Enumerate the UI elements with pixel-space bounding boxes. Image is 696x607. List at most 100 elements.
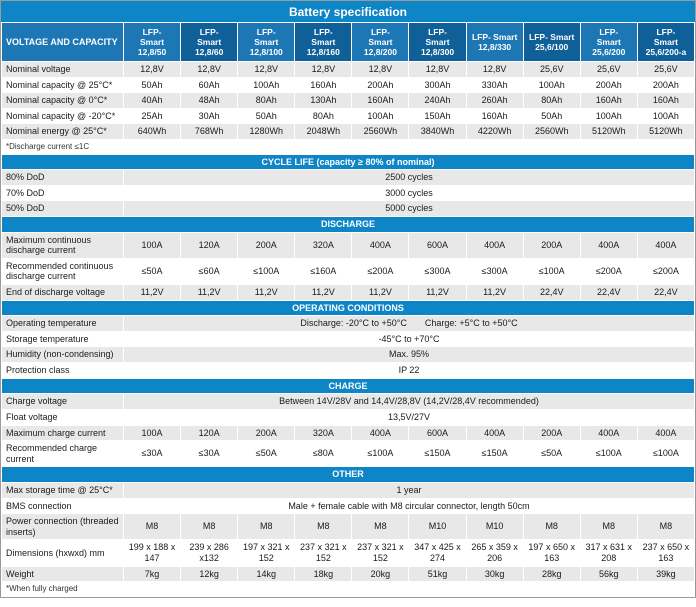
- row-label: Nominal capacity @ 25°C*: [1, 76, 124, 94]
- row-value: 768Wh: [180, 123, 239, 141]
- row-value: 400A: [636, 424, 696, 442]
- row-label: Dimensions (hxwxd) mm: [1, 539, 124, 567]
- row-value: 400A: [579, 231, 638, 259]
- row-value: 237 x 650 x 163: [636, 539, 696, 567]
- row-value: M8: [579, 513, 638, 541]
- row-value: 120A: [180, 231, 239, 259]
- row-value: ≤200A: [636, 257, 696, 286]
- row-value: ≤100A: [522, 257, 581, 286]
- row-value: 12kg: [180, 565, 239, 583]
- row-span-value: Max. 95%: [123, 346, 695, 364]
- row-value: 80Ah: [294, 107, 353, 125]
- row-value: 200A: [237, 424, 296, 442]
- row-value: 330Ah: [465, 76, 524, 94]
- spec-row: 80% DoD 2500 cycles: [1, 169, 695, 186]
- row-label: Power connection (threaded inserts): [1, 513, 124, 541]
- row-value: 160Ah: [636, 92, 696, 109]
- row-value: 400A: [579, 424, 638, 442]
- row-value: 80Ah: [522, 92, 581, 109]
- row-value: 199 x 188 x 147: [122, 539, 182, 567]
- row-value: 11,2V: [294, 284, 353, 301]
- row-value: 25,6V: [636, 61, 696, 78]
- row-value: 260Ah: [465, 92, 524, 109]
- row-label: Humidity (non-condensing): [1, 346, 124, 364]
- row-value: 60Ah: [180, 76, 239, 94]
- footnote-text: *Discharge current ≤1C: [1, 139, 695, 155]
- row-label: Maximum charge current: [1, 424, 124, 442]
- model-header: LFP- Smart 25,6/100: [522, 21, 581, 63]
- section-title: OPERATING CONDITIONS: [1, 299, 695, 317]
- spec-row: Recommended continuous discharge current…: [1, 257, 696, 286]
- section-title: CYCLE LIFE (capacity ≥ 80% of nominal): [1, 153, 695, 171]
- row-value: ≤60A: [180, 257, 239, 286]
- row-label: Max storage time @ 25°C*: [1, 481, 124, 499]
- row-value: 12,8V: [180, 61, 239, 78]
- row-value: ≤50A: [122, 257, 182, 286]
- row-span-value: Male + female cable with M8 circular con…: [123, 497, 695, 515]
- row-value: ≤50A: [237, 440, 296, 468]
- row-label: Recommended continuous discharge current: [1, 257, 124, 286]
- row-span-value: 2500 cycles: [123, 169, 695, 186]
- spec-row: Protection class IP 22: [1, 362, 695, 379]
- spec-row: Recommended charge current ≤30A ≤30A ≤50A ≤8…: [1, 440, 696, 468]
- spec-row: Nominal capacity @ -20°C* 25Ah 30Ah 50Ah 80A…: [1, 107, 696, 125]
- row-value: 12,8V: [351, 61, 410, 78]
- row-value: M8: [294, 513, 353, 541]
- row-value: 20kg: [351, 565, 410, 583]
- row-value: 600A: [408, 231, 467, 259]
- row-value: 400A: [351, 424, 410, 442]
- spec-row: 50% DoD 5000 cycles: [1, 200, 695, 217]
- row-value: 400A: [465, 231, 524, 259]
- row-value: 160Ah: [294, 76, 353, 94]
- section-header-row: CHARGE: [1, 377, 695, 395]
- spec-row: BMS connection Male + female cable with M…: [1, 497, 695, 515]
- row-value: 11,2V: [180, 284, 239, 301]
- row-value: 14kg: [237, 565, 296, 583]
- row-value: 80Ah: [237, 92, 296, 109]
- row-value: 200Ah: [636, 76, 696, 94]
- footnote-row: *Discharge current ≤1C: [1, 139, 695, 155]
- row-value: 320A: [294, 231, 353, 259]
- row-value: M8: [351, 513, 410, 541]
- spec-row: Humidity (non-condensing) Max. 95%: [1, 346, 695, 364]
- model-header: LFP- Smart 12,8/60: [180, 21, 239, 63]
- row-value: 18kg: [294, 565, 353, 583]
- footnote-row: *When fully charged: [1, 581, 695, 597]
- row-value: 265 x 359 x 206: [465, 539, 524, 567]
- row-value: 200A: [522, 424, 581, 442]
- spec-row: End of discharge voltage 11,2V 11,2V 11,2V 1…: [1, 284, 696, 301]
- row-value: 237 x 321 x 152: [351, 539, 410, 567]
- row-value: 50Ah: [237, 107, 296, 125]
- model-header: LFP- Smart 12,8/200: [351, 21, 410, 63]
- row-value: 320A: [294, 424, 353, 442]
- row-value: ≤150A: [408, 440, 467, 468]
- spec-row: Operating temperature Discharge: -20°C to…: [1, 315, 695, 332]
- row-value: M8: [522, 513, 581, 541]
- row-value: ≤50A: [522, 440, 581, 468]
- row-value: 12,8V: [465, 61, 524, 78]
- row-label: 50% DoD: [1, 200, 124, 217]
- model-header: LFP- Smart 12,8/330: [465, 21, 524, 63]
- row-value: ≤100A: [237, 257, 296, 286]
- spec-row: Nominal energy @ 25°C* 640Wh 768Wh 1280Wh 20…: [1, 123, 696, 141]
- row-value: ≤150A: [465, 440, 524, 468]
- row-span-value: 1 year: [123, 481, 695, 499]
- row-label: Nominal energy @ 25°C*: [1, 123, 124, 141]
- row-label: 80% DoD: [1, 169, 124, 186]
- row-value: 50Ah: [522, 107, 581, 125]
- row-label: Maximum continuous discharge current: [1, 231, 124, 259]
- row-value: 30kg: [465, 565, 524, 583]
- row-value: 100Ah: [237, 76, 296, 94]
- row-value: 11,2V: [408, 284, 467, 301]
- row-value: 1280Wh: [237, 123, 296, 141]
- row-value: 12,8V: [237, 61, 296, 78]
- row-value: 300Ah: [408, 76, 467, 94]
- row-value: 240Ah: [408, 92, 467, 109]
- row-value: 400A: [351, 231, 410, 259]
- row-value: 130Ah: [294, 92, 353, 109]
- row-value: ≤30A: [180, 440, 239, 468]
- row-value: 22,4V: [579, 284, 638, 301]
- row-span-value: 5000 cycles: [123, 200, 695, 217]
- model-header: LFP- Smart 12,8/160: [294, 21, 353, 63]
- section-header-row: DISCHARGE: [1, 215, 695, 233]
